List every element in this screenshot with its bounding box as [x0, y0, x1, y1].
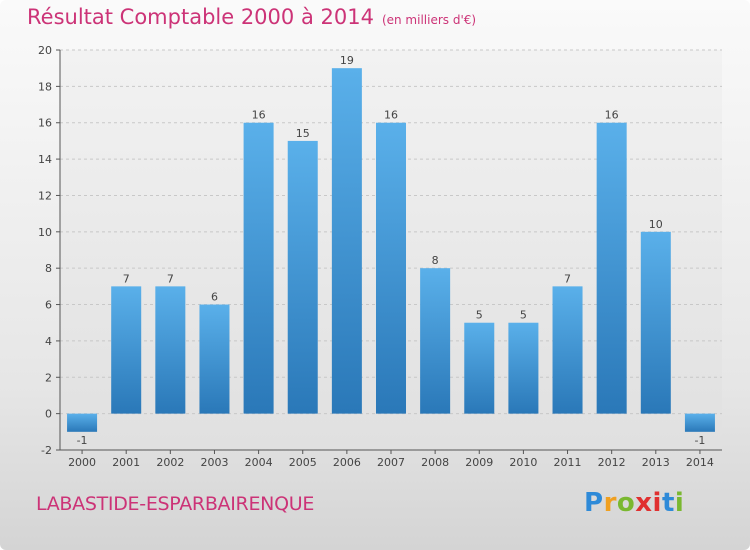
y-tick-label: 16 — [38, 117, 52, 130]
bar-2011 — [552, 286, 583, 414]
chart-title: Résultat Comptable 2000 à 2014 (en millie… — [27, 5, 476, 29]
x-tick-label-2012: 2012 — [598, 456, 626, 469]
x-tick-label-2013: 2013 — [642, 456, 670, 469]
x-tick-label-2001: 2001 — [112, 456, 140, 469]
value-label-2007: 16 — [384, 109, 398, 122]
bar-2002 — [155, 286, 186, 414]
value-label-2009: 5 — [476, 309, 483, 322]
bar-2000 — [67, 413, 98, 432]
value-label-2000: -1 — [77, 434, 88, 447]
y-tick-label: 10 — [38, 226, 52, 239]
bar-2014 — [684, 413, 715, 432]
logo-letter: r — [603, 488, 617, 518]
chart-title-text: Résultat Comptable 2000 à 2014 — [27, 5, 374, 29]
logo-letter: i — [652, 488, 662, 518]
commune-name: LABASTIDE-ESPARBAIRENQUE — [36, 493, 315, 515]
x-tick-label-2007: 2007 — [377, 456, 405, 469]
proxiti-logo[interactable]: Proxiti — [584, 488, 684, 518]
bar-2013 — [640, 231, 671, 414]
logo-letter: x — [635, 488, 653, 518]
value-label-2010: 5 — [520, 309, 527, 322]
y-tick-label: 0 — [45, 408, 52, 421]
value-label-2013: 10 — [649, 218, 663, 231]
value-label-2005: 15 — [296, 127, 310, 140]
x-tick-label-2000: 2000 — [68, 456, 96, 469]
bar-2005 — [287, 140, 318, 414]
x-tick-label-2008: 2008 — [421, 456, 449, 469]
bar-2008 — [420, 268, 451, 414]
x-tick-label-2004: 2004 — [245, 456, 273, 469]
x-tick-label-2010: 2010 — [509, 456, 537, 469]
bar-2001 — [111, 286, 142, 414]
bar-2009 — [464, 322, 495, 414]
bar-2004 — [243, 122, 274, 414]
y-tick-label: 8 — [45, 262, 52, 275]
x-tick-label-2005: 2005 — [289, 456, 317, 469]
logo-letter: P — [584, 488, 604, 518]
value-label-2008: 8 — [432, 254, 439, 267]
x-tick-label-2002: 2002 — [156, 456, 184, 469]
y-tick-label: 12 — [38, 189, 52, 202]
value-label-2014: -1 — [694, 434, 705, 447]
x-tick-label-2006: 2006 — [333, 456, 361, 469]
logo-letter: i — [674, 488, 685, 518]
y-tick-label: 4 — [45, 335, 52, 348]
value-label-2002: 7 — [167, 272, 174, 285]
bar-2012 — [596, 122, 627, 414]
value-label-2012: 16 — [605, 109, 619, 122]
bar-2010 — [508, 322, 539, 414]
y-tick-label: 20 — [38, 44, 52, 57]
logo-letter: t — [661, 488, 675, 518]
bar-2007 — [375, 122, 407, 414]
y-tick-label: 2 — [45, 371, 52, 384]
x-tick-label-2003: 2003 — [200, 456, 228, 469]
x-tick-label-2009: 2009 — [465, 456, 493, 469]
y-tick-label: 14 — [38, 153, 52, 166]
bar-2003 — [199, 304, 230, 414]
value-label-2004: 16 — [252, 109, 266, 122]
y-tick-label: 6 — [45, 299, 52, 312]
y-tick-label: 18 — [38, 80, 52, 93]
bar-2006 — [331, 68, 362, 414]
value-label-2001: 7 — [123, 272, 130, 285]
logo-letter: o — [616, 488, 636, 518]
value-label-2003: 6 — [211, 291, 218, 304]
chart-subtitle: (en milliers d'€) — [381, 13, 477, 27]
value-label-2006: 19 — [340, 54, 354, 67]
value-label-2011: 7 — [564, 272, 571, 285]
y-tick-label: -2 — [41, 444, 52, 457]
x-tick-label-2014: 2014 — [686, 456, 714, 469]
x-tick-label-2011: 2011 — [554, 456, 582, 469]
